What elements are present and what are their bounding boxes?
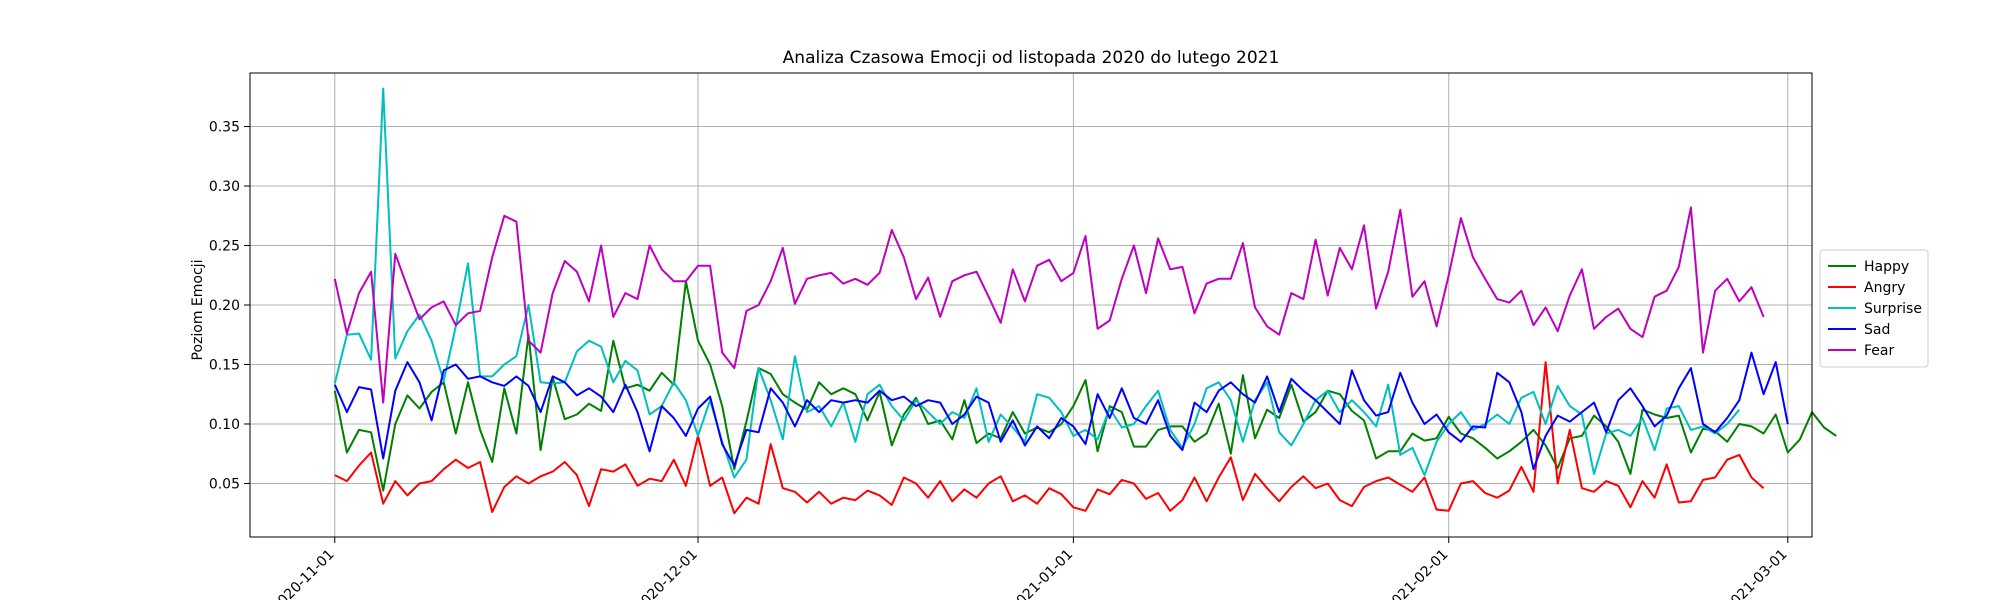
y-tick-label: 0.10: [209, 417, 240, 433]
y-tick-label: 0.20: [209, 298, 240, 314]
series-line-fear: [333, 206, 1765, 404]
axis-ticks: 0.05 0.10 0.15 0.20 0.25 0.30 0.35 2020-11-01 20…: [209, 120, 1791, 600]
series-line-sad: [333, 351, 1789, 471]
x-tick-label: 2021-02-01: [1383, 547, 1452, 600]
legend-box: [1819, 249, 1929, 368]
x-tick-label: 2021-03-01: [1722, 547, 1791, 600]
y-tick-label: 0.05: [209, 476, 240, 492]
legend: Happy Angry Surprise Sad Fear: [1819, 249, 1929, 368]
chart-title: Analiza Czasowa Emocji od listopada 2020…: [783, 48, 1280, 68]
y-tick-label: 0.25: [209, 239, 240, 255]
y-tick-label: 0.15: [209, 357, 240, 373]
grid: [250, 73, 1812, 537]
x-tick-label: 2020-11-01: [269, 547, 338, 600]
series-line-happy: [333, 280, 1837, 492]
legend-label-fear: Fear: [1864, 343, 1894, 359]
series-line-surprise: [333, 87, 1741, 479]
legend-label-surprise: Surprise: [1864, 301, 1922, 317]
legend-label-sad: Sad: [1864, 322, 1890, 338]
y-tick-label: 0.35: [209, 120, 240, 136]
x-tick-label: 2020-12-01: [632, 547, 701, 600]
series-line-angry: [334, 361, 1765, 515]
x-tick-label: 2021-01-01: [1007, 547, 1076, 600]
y-tick-label: 0.30: [209, 179, 240, 195]
legend-label-happy: Happy: [1864, 259, 1909, 275]
series-lines: [333, 87, 1837, 515]
y-axis-label: Poziom Emocji: [190, 260, 206, 361]
legend-label-angry: Angry: [1864, 280, 1905, 296]
